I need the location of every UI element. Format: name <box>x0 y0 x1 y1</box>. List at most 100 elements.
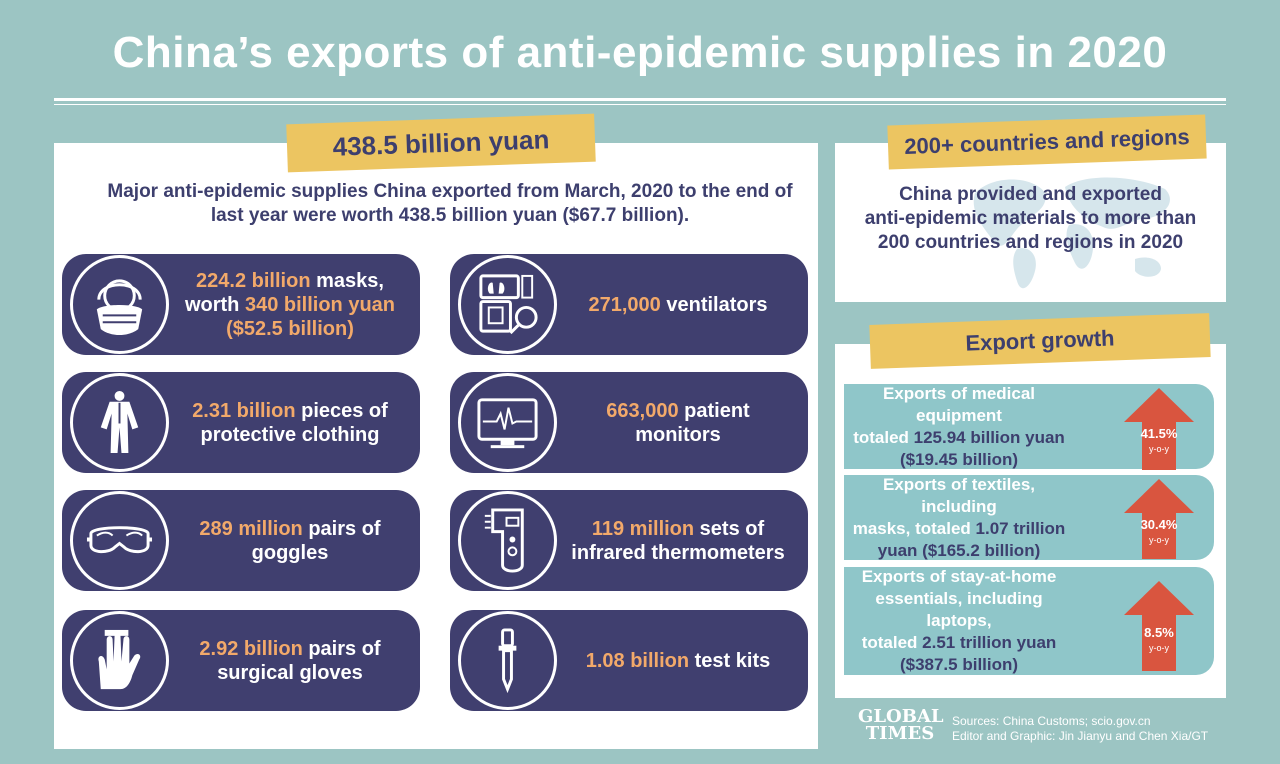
text-line: 119 million sets of <box>571 517 784 541</box>
item-lines: 271,000 ventilators <box>589 293 768 317</box>
growth-lines: Exports of stay-at-home essentials, inclu… <box>850 566 1068 676</box>
item-text: 271,000 ventilators <box>562 254 794 355</box>
growth-row-textiles: Exports of textiles, including masks, tot… <box>844 475 1214 560</box>
highlight-figure: 663,000 <box>606 399 679 422</box>
growth-arrow: 41.5% y-o-y <box>1124 388 1194 470</box>
highlight-figure: yuan ($165.2 billion) <box>877 540 1041 560</box>
text-line: Exports of stay-at-home <box>850 566 1068 588</box>
highlight-figure: 2.31 billion <box>192 399 296 422</box>
growth-arrow: 30.4% y-o-y <box>1124 479 1194 559</box>
item-goggles: 289 million pairs of goggles <box>62 490 420 591</box>
item-lines: 2.31 billion pieces of protective clothin… <box>192 399 388 447</box>
editor-line: Editor and Graphic: Jin Jianyu and Chen … <box>952 729 1209 743</box>
growth-percent: 41.5% <box>1140 426 1178 441</box>
ventilator-icon <box>479 274 538 335</box>
text-segment: test kits <box>689 649 771 672</box>
highlight-figure: 289 million <box>199 517 303 540</box>
text-line: 224.2 billion masks, <box>185 269 395 293</box>
growth-yoy: y-o-y <box>1149 444 1169 454</box>
growth-lines: Exports of textiles, including masks, tot… <box>850 474 1068 562</box>
text-line: totaled 125.94 billion yuan <box>850 427 1068 449</box>
item-lines: 119 million sets of infrared thermometers <box>571 517 784 565</box>
logo-text: GLOBAL <box>858 706 944 727</box>
item-lines: 2.92 billion pairs of surgical gloves <box>199 637 380 685</box>
text-line: 2.31 billion pieces of <box>192 399 388 423</box>
text-segment: worth <box>184 293 245 316</box>
text-line: protective clothing <box>192 423 388 447</box>
text-line: goggles <box>199 541 380 565</box>
highlight-figure: 1.08 billion <box>585 649 690 672</box>
intro-text: Major anti-epidemic supplies China expor… <box>100 180 800 228</box>
text-line: ($52.5 billion) <box>185 317 395 341</box>
title-rule <box>54 98 1226 101</box>
text-segment: protective clothing <box>200 423 380 446</box>
text-segment: totaled <box>853 427 914 447</box>
title-rule-thin <box>54 104 1226 105</box>
highlight-figure: 1.07 trillion <box>975 518 1066 538</box>
growth-text: Exports of medical equipment totaled 125.… <box>850 384 1068 469</box>
text-line: surgical gloves <box>199 661 380 685</box>
item-text: 289 million pairs of goggles <box>174 490 406 591</box>
item-text: 119 million sets of infrared thermometers <box>562 490 794 591</box>
test-kit-icon <box>498 628 517 694</box>
gloves-icon <box>98 629 141 690</box>
growth-row-medical: Exports of medical equipment totaled 125.… <box>844 384 1214 470</box>
item-thermometers: 119 million sets of infrared thermometers <box>450 490 808 591</box>
item-lines: 224.2 billion masks, worth 340 billion yu… <box>185 269 395 341</box>
item-patient-monitors: 663,000 patient monitors <box>450 372 808 473</box>
text-segment: sets of <box>694 517 765 540</box>
growth-text: Exports of textiles, including masks, tot… <box>850 475 1068 560</box>
text-line: essentials, including laptops, <box>850 588 1068 632</box>
text-line: totaled 2.51 trillion yuan <box>850 632 1068 654</box>
up-arrow-icon <box>1124 479 1194 559</box>
growth-percent: 30.4% <box>1140 517 1178 532</box>
highlight-figure: 340 billion yuan <box>244 293 396 316</box>
goggles-icon <box>86 526 153 554</box>
text-segment: pairs of <box>302 637 381 660</box>
item-ventilators: 271,000 ventilators <box>450 254 808 355</box>
highlight-figure: ($19.45 billion) <box>899 449 1019 469</box>
countries-line: anti-epidemic materials to more than <box>864 208 1197 229</box>
countries-text: China provided and exported anti-epidemi… <box>845 183 1216 255</box>
text-segment: Exports of medical equipment <box>882 383 1036 425</box>
text-line: 1.08 billion test kits <box>586 649 771 673</box>
text-line: ($19.45 billion) <box>850 449 1068 471</box>
text-line: ($387.5 billion) <box>850 654 1068 676</box>
highlight-figure: 2.51 trillion yuan <box>922 633 1057 652</box>
text-segment: infrared thermometers <box>571 541 785 564</box>
text-segment: pieces of <box>295 399 388 422</box>
text-line: 271,000 ventilators <box>589 293 768 317</box>
item-lines: 1.08 billion test kits <box>586 649 771 673</box>
highlight-figure: ($52.5 billion) <box>226 317 354 340</box>
text-segment: totaled <box>861 633 923 652</box>
item-protective-clothing: 2.31 billion pieces of protective clothin… <box>62 372 420 473</box>
text-segment: pairs of <box>302 517 381 540</box>
text-segment: Exports of textiles, including <box>882 474 1036 516</box>
item-text: 2.31 billion pieces of protective clothin… <box>174 372 406 473</box>
countries-panel <box>835 143 1226 302</box>
up-arrow-icon <box>1124 581 1194 671</box>
highlight-figure: 271,000 <box>588 293 661 316</box>
text-line: 289 million pairs of <box>199 517 380 541</box>
item-lines: 289 million pairs of goggles <box>199 517 380 565</box>
countries-line: 200 countries and regions in 2020 <box>877 232 1184 253</box>
patient-monitor-icon <box>477 398 538 449</box>
growth-lines: Exports of medical equipment totaled 125.… <box>850 383 1068 471</box>
item-surgical-gloves: 2.92 billion pairs of surgical gloves <box>62 610 420 711</box>
text-segment: masks, <box>310 269 384 292</box>
growth-percent: 8.5% <box>1144 625 1174 640</box>
text-line: 2.92 billion pairs of <box>199 637 380 661</box>
item-text: 1.08 billion test kits <box>562 610 794 711</box>
text-segment: patient <box>678 399 750 422</box>
world-map-icon <box>973 177 1170 289</box>
text-line: masks, totaled 1.07 trillion <box>850 518 1068 540</box>
growth-arrow: 8.5% y-o-y <box>1124 581 1194 671</box>
text-segment: surgical gloves <box>217 661 363 684</box>
item-masks: 224.2 billion masks, worth 340 billion yu… <box>62 254 420 355</box>
item-text: 663,000 patient monitors <box>562 372 794 473</box>
sources-line: Sources: China Customs; scio.gov.cn <box>952 714 1151 728</box>
highlight-figure: 119 million <box>591 517 695 540</box>
growth-yoy: y-o-y <box>1149 535 1169 545</box>
protective-suit-icon <box>100 390 139 454</box>
intro-line: last year were worth 438.5 billion yuan … <box>210 205 690 226</box>
